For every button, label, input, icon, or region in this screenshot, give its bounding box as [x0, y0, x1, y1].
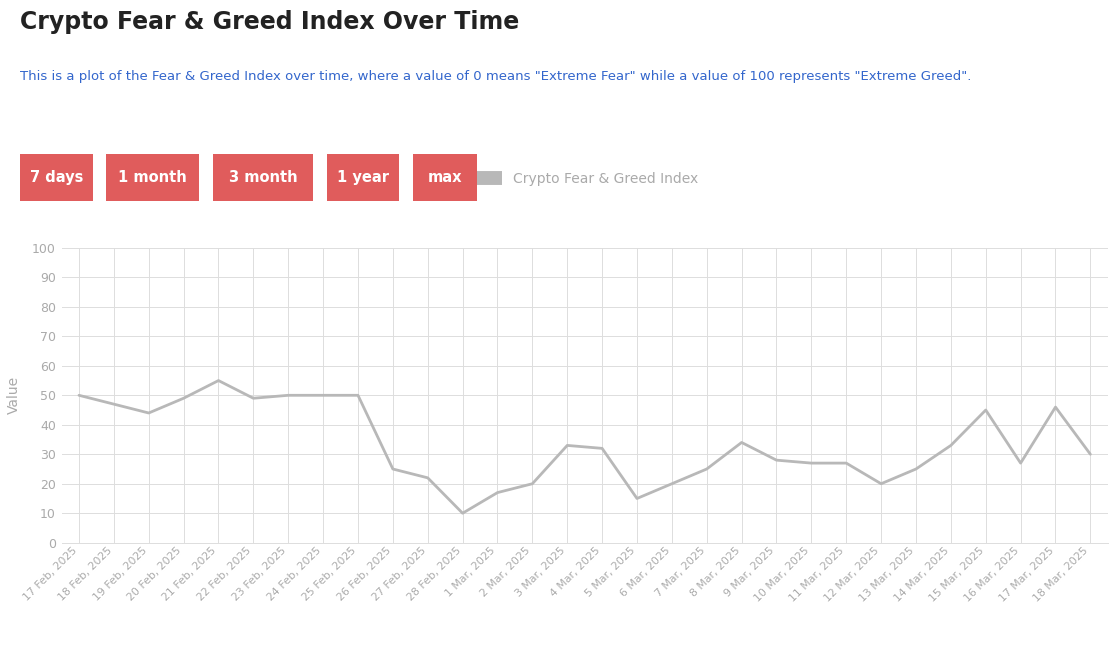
- Text: This is a plot of the Fear & Greed Index over time, where a value of 0 means "Ex: This is a plot of the Fear & Greed Index…: [20, 70, 971, 83]
- Text: 7 days: 7 days: [30, 170, 83, 185]
- Text: 1 month: 1 month: [119, 170, 187, 185]
- Text: 1 year: 1 year: [337, 170, 389, 185]
- Text: max: max: [427, 170, 462, 185]
- Y-axis label: Value: Value: [7, 377, 21, 414]
- Text: 3 month: 3 month: [228, 170, 298, 185]
- Legend: Crypto Fear & Greed Index: Crypto Fear & Greed Index: [466, 166, 704, 192]
- Text: Crypto Fear & Greed Index Over Time: Crypto Fear & Greed Index Over Time: [20, 10, 519, 34]
